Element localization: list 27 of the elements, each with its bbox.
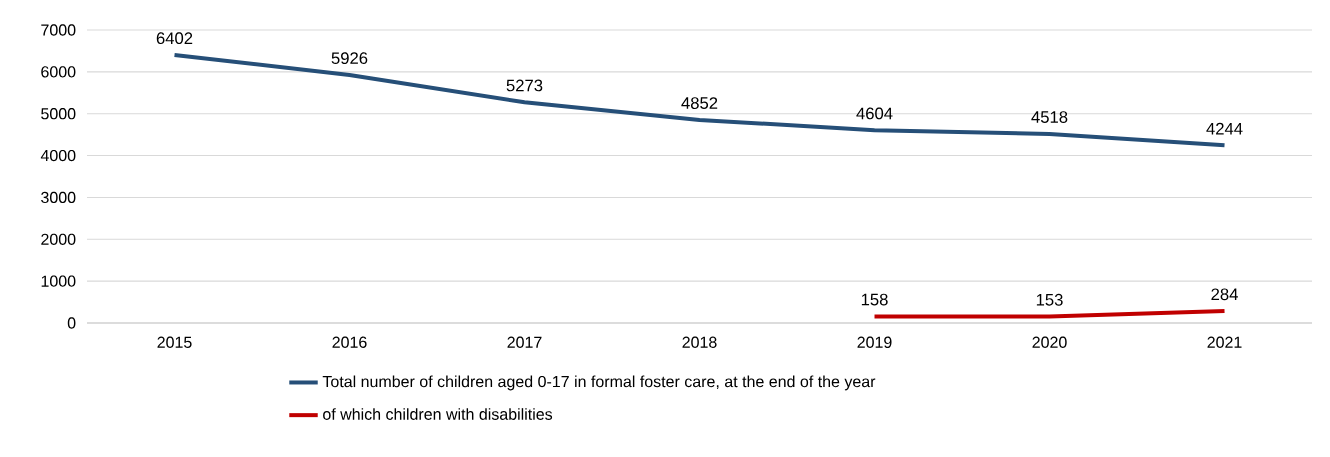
x-tick-label: 2021 bbox=[1207, 336, 1242, 348]
data-label: 4604 bbox=[856, 107, 893, 120]
y-tick-label: 1000 bbox=[41, 275, 76, 287]
x-tick-label: 2018 bbox=[682, 336, 717, 348]
data-label: 4852 bbox=[681, 97, 718, 109]
data-label: 5273 bbox=[506, 79, 543, 92]
x-tick-label: 2020 bbox=[1032, 336, 1067, 348]
data-label: 6402 bbox=[156, 32, 193, 45]
legend-label: Total number of children aged 0-17 in formal foster care, at the end of the year bbox=[322, 375, 876, 391]
y-tick-label: 2000 bbox=[41, 233, 76, 245]
data-label: 5926 bbox=[331, 52, 368, 65]
data-label: 153 bbox=[1036, 293, 1063, 306]
x-tick-label: 2015 bbox=[157, 336, 192, 348]
data-label: 4518 bbox=[1031, 111, 1068, 123]
y-tick-label: 5000 bbox=[41, 108, 76, 120]
data-label: 158 bbox=[861, 293, 888, 306]
y-tick-label: 7000 bbox=[41, 24, 76, 36]
x-tick-label: 2017 bbox=[507, 336, 542, 348]
data-label: 4244 bbox=[1206, 122, 1243, 135]
data-label: 284 bbox=[1211, 288, 1238, 301]
y-tick-label: 3000 bbox=[41, 191, 76, 204]
x-tick-label: 2016 bbox=[332, 336, 367, 348]
y-tick-label: 4000 bbox=[40, 149, 76, 162]
x-tick-label: 2019 bbox=[857, 336, 892, 348]
legend-label: of which children with disabilities bbox=[323, 408, 553, 420]
y-tick-label: 0 bbox=[67, 317, 76, 329]
y-tick-label: 6000 bbox=[41, 66, 76, 78]
